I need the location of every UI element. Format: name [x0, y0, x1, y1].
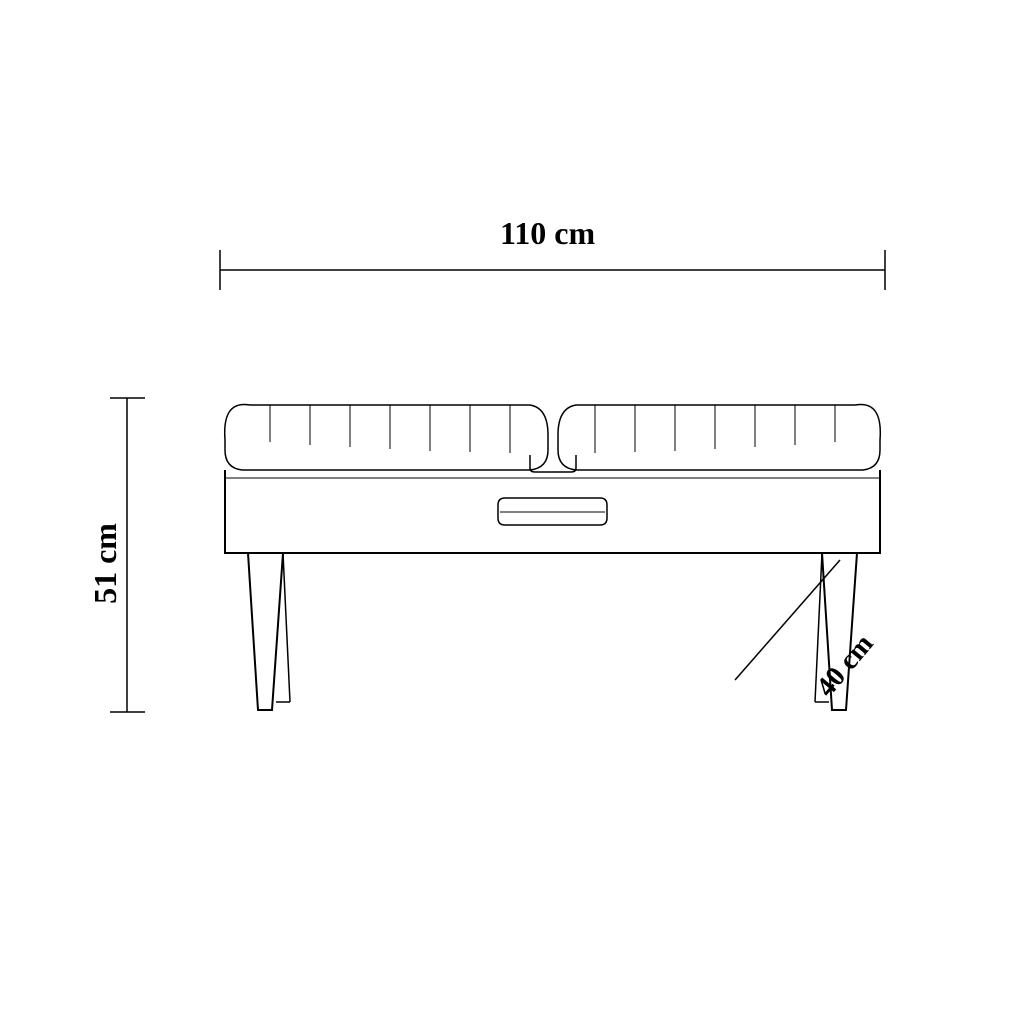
width-dimension-label: 110 cm: [500, 215, 595, 252]
bench-outline: [225, 404, 881, 710]
top-dimension-line: [220, 250, 885, 290]
diagram-container: 110 cm 51 cm 40 cm: [0, 0, 1025, 1024]
height-dimension-label: 51 cm: [87, 523, 124, 604]
bench-drawing: [0, 0, 1025, 1024]
